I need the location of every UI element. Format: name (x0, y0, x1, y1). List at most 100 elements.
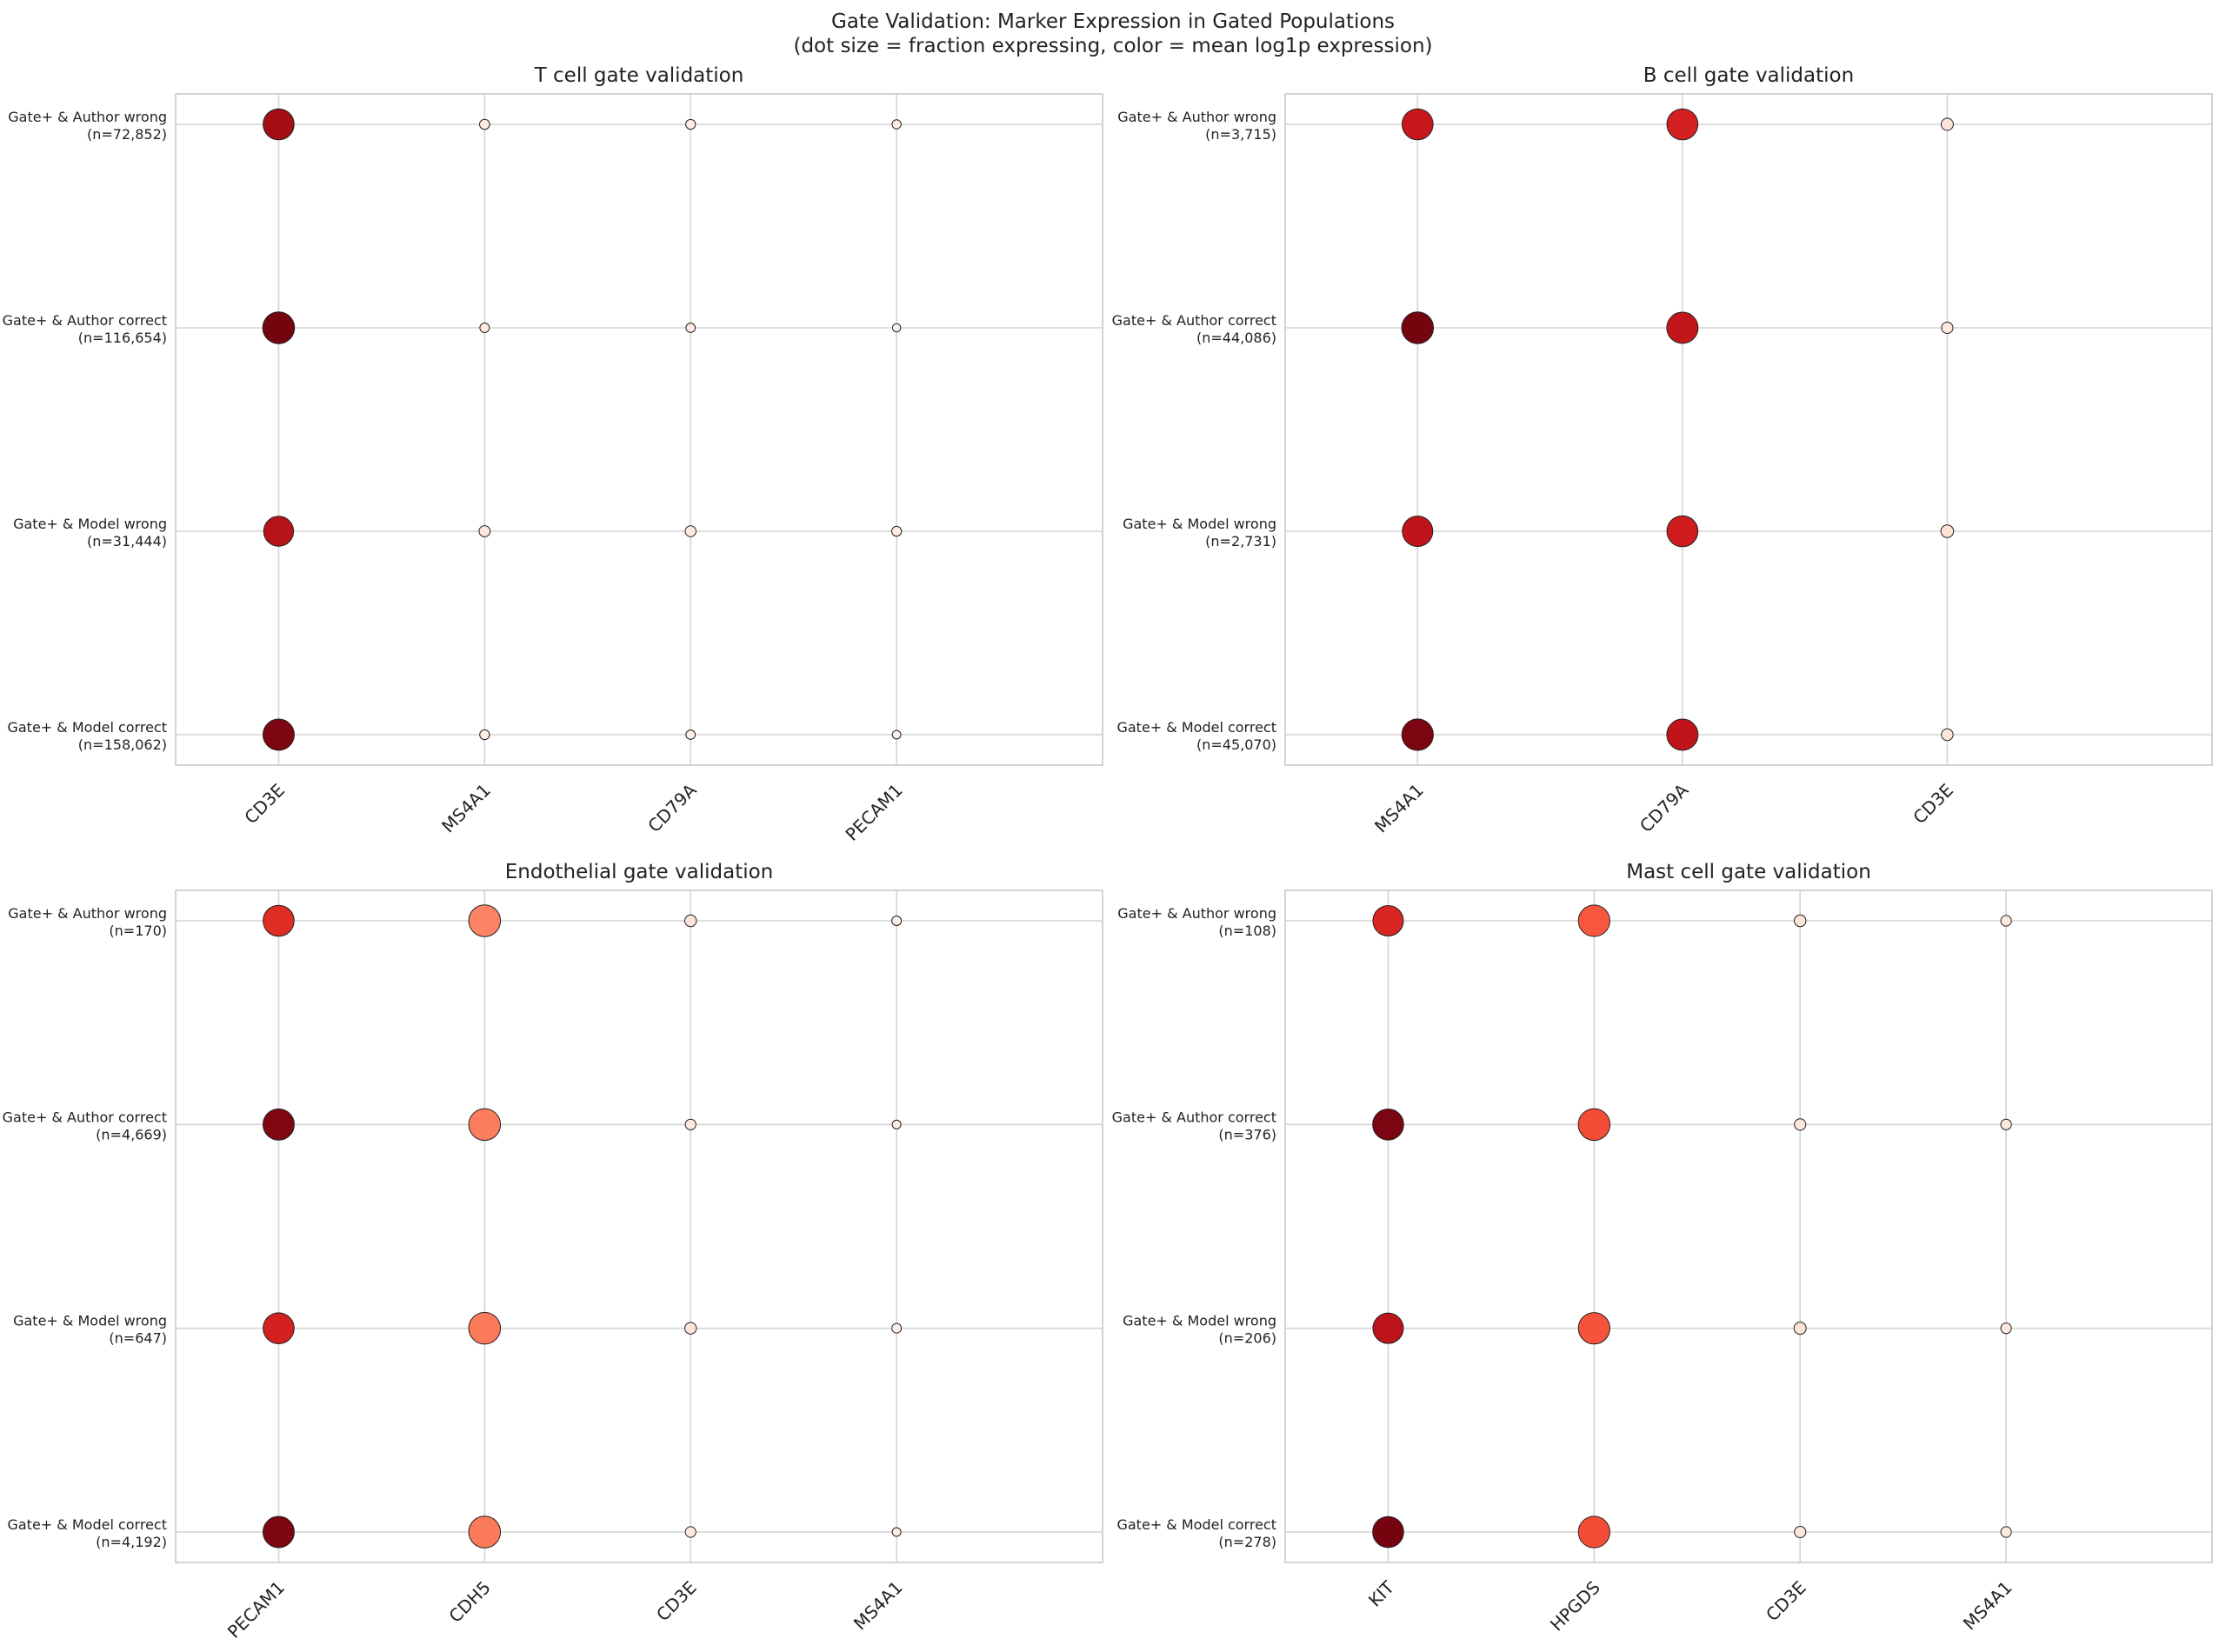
dot-marker (1793, 1322, 1807, 1336)
dot-marker (262, 1108, 295, 1141)
dot-marker (891, 916, 903, 926)
dot-marker (684, 1118, 696, 1130)
panel-title: B cell gate validation (1643, 64, 1854, 87)
dot-marker (684, 914, 697, 928)
panel-title: Endothelial gate validation (505, 861, 774, 883)
y-tick-label: Gate+ & Author correct (3, 1109, 167, 1125)
dot-marker (1372, 1515, 1404, 1549)
x-tick-label: KIT (1364, 1576, 1399, 1611)
dot-marker (1666, 515, 1699, 548)
dot-marker (684, 525, 696, 537)
x-tick-label: MS4A1 (1959, 1577, 2016, 1635)
dot-marker (685, 323, 696, 333)
y-tick-label: Gate+ & Author wrong (8, 109, 167, 125)
figure-subtitle: (dot size = fraction expressing, color =… (793, 35, 1433, 57)
dot-marker (468, 904, 502, 937)
dot-marker (1941, 321, 1954, 335)
dot-marker (1666, 718, 1699, 751)
y-tick-label: Gate+ & Author wrong (1117, 905, 1276, 922)
y-tick-label: Gate+ & Model wrong (1123, 516, 1276, 532)
dot-marker (263, 516, 295, 547)
dot-marker (263, 904, 295, 937)
dot-marker (2000, 915, 2012, 927)
y-tick-label: Gate+ & Model wrong (13, 516, 167, 532)
dot-marker (263, 1312, 295, 1344)
axes-frame (175, 889, 1103, 1563)
y-tick-count: (n=4,192) (96, 1534, 167, 1550)
panel-1: B cell gate validation Gate+ & Author wro… (1112, 64, 2213, 836)
y-tick-label: Gate+ & Model wrong (13, 1313, 167, 1329)
dot-marker (1940, 524, 1955, 538)
y-tick-label: Gate+ & Model wrong (1123, 1313, 1276, 1329)
dot-marker (684, 1322, 697, 1335)
x-tick-label: CD3E (240, 780, 289, 829)
y-tick-label: Gate+ & Author correct (1112, 1109, 1276, 1125)
dot-marker (1372, 905, 1404, 936)
dot-marker (1577, 1515, 1610, 1549)
y-tick-label: Gate+ & Author correct (1112, 312, 1276, 329)
dot-marker (1666, 311, 1699, 344)
x-tick-label: CDH5 (444, 1577, 494, 1627)
dot-marker (479, 729, 490, 741)
dot-marker (890, 525, 903, 537)
y-tick-count: (n=3,715) (1205, 126, 1276, 143)
y-tick-label: Gate+ & Model correct (1116, 719, 1276, 736)
y-tick-label: Gate+ & Model correct (7, 719, 167, 736)
dot-marker (468, 1311, 502, 1345)
y-tick-count: (n=4,669) (96, 1126, 167, 1142)
dot-marker (1401, 108, 1434, 141)
x-tick-label: CD3E (1909, 780, 1957, 829)
panel-0: T cell gate validation Gate+ & Author wro… (3, 64, 1103, 845)
dot-marker (891, 729, 902, 740)
x-tick-label: HPGDS (1546, 1577, 1604, 1635)
dot-marker (1666, 108, 1699, 141)
y-tick-count: (n=206) (1218, 1330, 1276, 1347)
dot-marker (2000, 1118, 2012, 1130)
dot-marker (891, 1119, 902, 1129)
dot-marker (1577, 1312, 1610, 1345)
dot-marker (1577, 1108, 1611, 1142)
dot-marker (891, 119, 902, 130)
dot-marker (262, 311, 296, 344)
dot-marker (1401, 718, 1434, 751)
y-tick-count: (n=72,852) (87, 126, 167, 143)
y-tick-count: (n=158,062) (78, 736, 167, 753)
y-tick-count: (n=116,654) (78, 330, 167, 346)
dot-marker (1794, 1525, 1807, 1539)
panel-3: Mast cell gate validation Gate+ & Author … (1112, 861, 2213, 1635)
y-tick-count: (n=31,444) (87, 533, 167, 550)
y-tick-label: Gate+ & Author wrong (8, 905, 167, 922)
y-tick-count: (n=108) (1218, 923, 1276, 939)
dot-marker (1940, 117, 1954, 131)
dot-marker (685, 118, 696, 130)
x-tick-label: PECAM1 (223, 1577, 289, 1642)
x-tick-label: CD3E (1762, 1577, 1810, 1626)
dot-marker (1794, 1118, 1807, 1131)
dot-marker (468, 1108, 502, 1142)
panel-title: Mast cell gate validation (1626, 861, 1871, 883)
dot-marker (1372, 1109, 1404, 1141)
dot-marker (468, 1515, 502, 1549)
dot-marker (685, 729, 696, 740)
y-tick-count: (n=44,086) (1196, 330, 1276, 346)
dot-marker (2000, 1526, 2012, 1538)
dot-marker (262, 1515, 295, 1549)
dot-marker (2000, 1322, 2012, 1335)
dot-marker (479, 118, 490, 130)
panel-title: T cell gate validation (534, 64, 744, 87)
dot-marker (262, 718, 295, 751)
y-tick-label: Gate+ & Model correct (1116, 1516, 1276, 1533)
axes-frame (1284, 93, 2213, 766)
dot-marker (891, 1322, 903, 1334)
x-tick-label: CD79A (643, 779, 701, 836)
x-tick-label: MS4A1 (437, 780, 495, 837)
dot-marker (263, 108, 295, 141)
axes-frame (175, 93, 1103, 766)
y-tick-count: (n=278) (1218, 1534, 1276, 1550)
dot-marker (1941, 728, 1954, 742)
dot-marker (478, 525, 491, 537)
dot-marker (1794, 914, 1807, 928)
dot-marker (1401, 311, 1435, 344)
y-tick-label: Gate+ & Author wrong (1117, 109, 1276, 125)
